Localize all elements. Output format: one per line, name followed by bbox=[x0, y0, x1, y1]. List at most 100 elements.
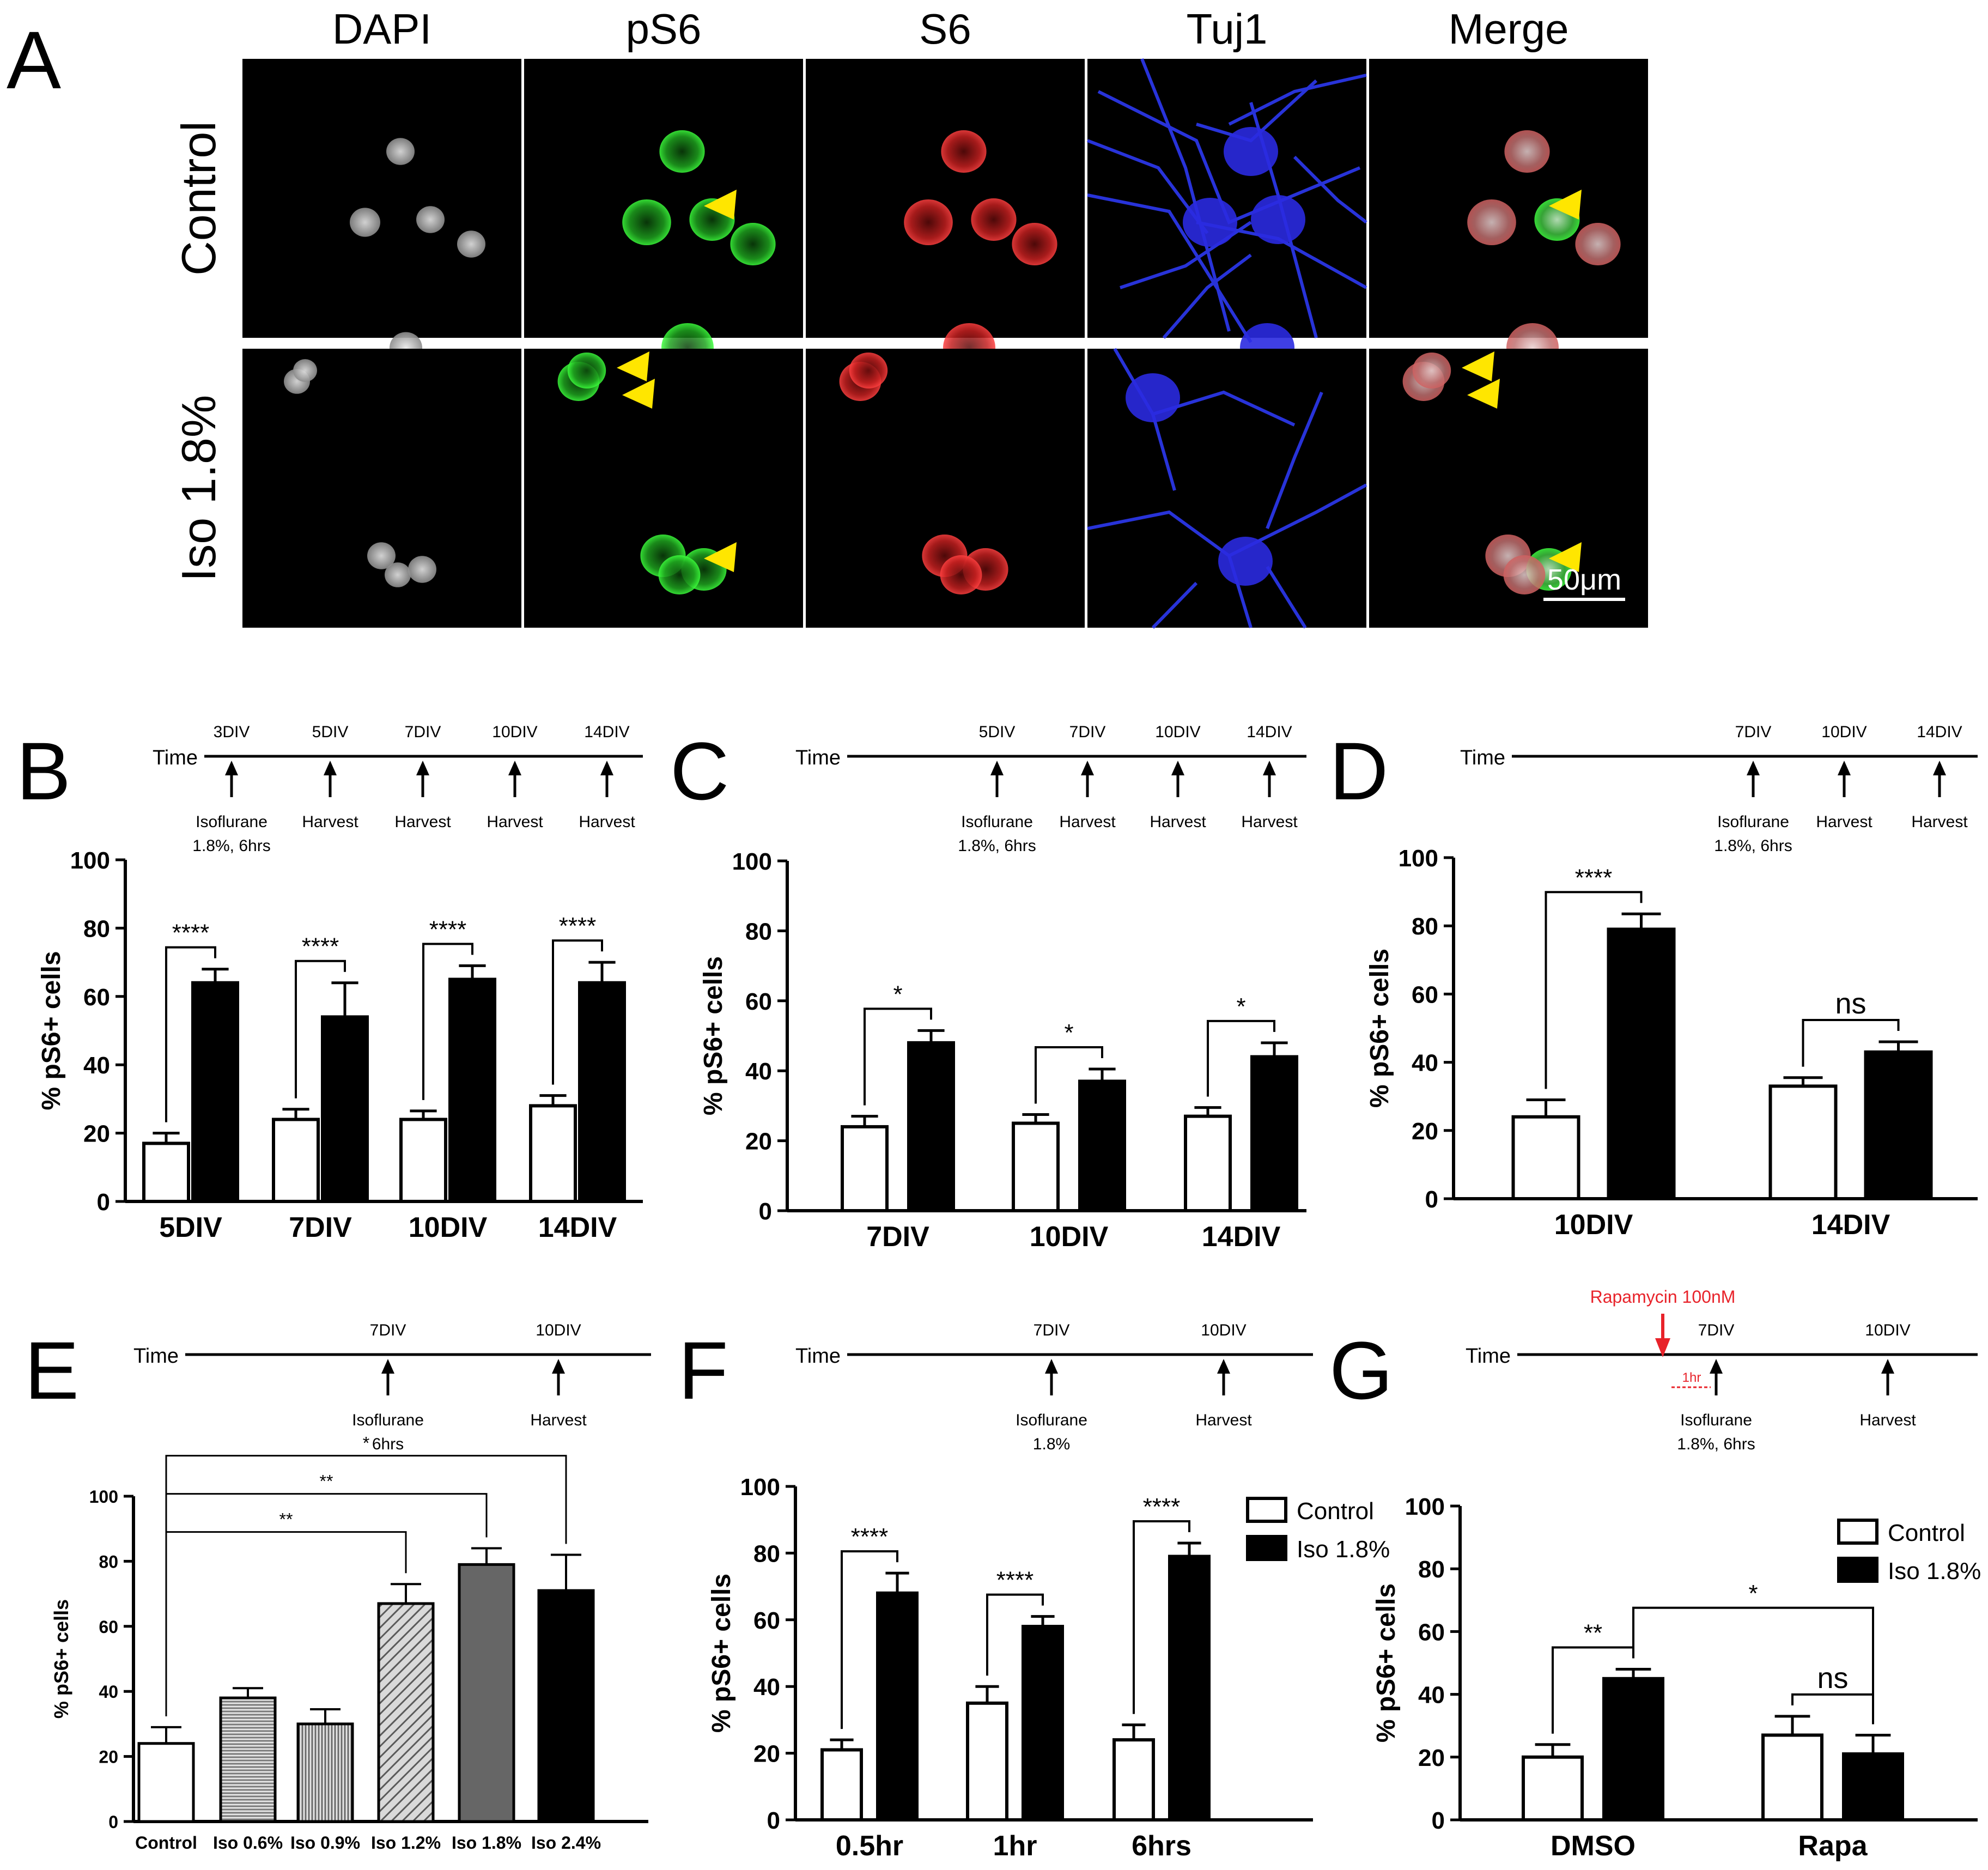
timeline-arrow-head bbox=[1933, 761, 1946, 775]
cell-body bbox=[567, 353, 606, 388]
y-tick-label: 40 bbox=[99, 1682, 118, 1702]
bar-iso bbox=[907, 1041, 955, 1212]
timeline-mark: 7DIV bbox=[1033, 1321, 1070, 1339]
y-tick-label: 80 bbox=[99, 1552, 118, 1571]
legend-label-control: Control bbox=[1888, 1520, 1965, 1546]
significance-label: ns bbox=[1835, 987, 1866, 1020]
y-tick-label: 40 bbox=[745, 1058, 772, 1085]
arrowhead-marker bbox=[704, 190, 737, 220]
significance-bracket bbox=[841, 1550, 898, 1729]
tuj1-neurite bbox=[1097, 90, 1361, 224]
legend-label-iso: Iso 1.8% bbox=[1888, 1558, 1981, 1584]
significance-label: **** bbox=[996, 1567, 1034, 1594]
y-tick-label: 60 bbox=[1412, 981, 1438, 1008]
timeline-arrow-head bbox=[552, 1359, 565, 1374]
bar-control bbox=[966, 1701, 1008, 1822]
x-tick-label: Iso 0.9% bbox=[290, 1833, 360, 1853]
timeline-event: 6hrs bbox=[372, 1435, 404, 1453]
cell-body bbox=[367, 542, 396, 569]
cell-body bbox=[1412, 353, 1451, 388]
tuj1-cell-body bbox=[1218, 537, 1273, 586]
x-tick-label: Iso 2.4% bbox=[531, 1833, 601, 1853]
significance-label: **** bbox=[172, 920, 210, 946]
significance-label: * bbox=[1064, 1019, 1073, 1046]
significance-label: **** bbox=[1575, 864, 1613, 891]
timeline-label: Time bbox=[133, 1345, 179, 1368]
cell-body bbox=[416, 206, 445, 233]
y-tick-label: 0 bbox=[1425, 1186, 1438, 1213]
significance-bracket bbox=[864, 1007, 932, 1106]
x-tick-label: Iso 1.2% bbox=[371, 1833, 441, 1853]
timeline-event: Harvest bbox=[1059, 813, 1116, 831]
treatment-arrow-head bbox=[1655, 1338, 1670, 1357]
significance-label: ** bbox=[279, 1510, 293, 1529]
micrograph-column-label: pS6 bbox=[626, 5, 702, 53]
y-tick-label: 60 bbox=[99, 1617, 118, 1637]
timeline-mark: 14DIV bbox=[1917, 723, 1962, 741]
chart-f: 0 20 40 60 80 100 % pS6+ cells 0.5hr 1hr 6hrs ****… bbox=[707, 1474, 1390, 1862]
arrowhead-marker bbox=[617, 351, 649, 381]
cell-body bbox=[622, 199, 671, 245]
bar-control bbox=[399, 1118, 447, 1204]
timeline-event: 1.8% bbox=[1033, 1435, 1070, 1453]
micrograph-column-label: DAPI bbox=[332, 5, 431, 53]
cell-body bbox=[385, 562, 411, 587]
tuj1-neurite bbox=[1293, 155, 1367, 224]
bar-control bbox=[820, 1748, 863, 1822]
timeline-arrow-head bbox=[225, 761, 238, 775]
bar-control bbox=[1761, 1733, 1823, 1822]
significance-label: ** bbox=[1584, 1620, 1602, 1647]
x-tick-label: 14DIV bbox=[1811, 1209, 1890, 1241]
bar bbox=[219, 1696, 277, 1823]
tuj1-neurite bbox=[1087, 193, 1253, 343]
legend-swatch-control bbox=[1837, 1519, 1878, 1545]
y-tick-label: 100 bbox=[89, 1487, 118, 1507]
timeline-mark: 7DIV bbox=[405, 723, 441, 741]
y-tick-label: 80 bbox=[753, 1540, 780, 1567]
significance-bracket bbox=[165, 1531, 407, 1716]
tuj1-cell-body bbox=[1126, 373, 1180, 422]
significance-bracket bbox=[1207, 1019, 1275, 1097]
cell-body bbox=[730, 223, 776, 265]
timeline-event: Isoflurane bbox=[1680, 1411, 1752, 1429]
timeline-event: Harvest bbox=[1859, 1411, 1916, 1429]
timeline-mark: 14DIV bbox=[1247, 723, 1292, 741]
timeline-label: Time bbox=[1466, 1345, 1511, 1368]
x-tick-label: 10DIV bbox=[1030, 1221, 1109, 1253]
micrograph-row-label: Control bbox=[172, 121, 226, 276]
significance-bracket bbox=[165, 1455, 567, 1716]
significance-label: **** bbox=[429, 916, 467, 943]
y-tick-label: 60 bbox=[753, 1607, 780, 1634]
bar bbox=[377, 1602, 435, 1823]
significance-bracket bbox=[165, 946, 216, 1122]
x-tick-label: Control bbox=[135, 1833, 197, 1853]
scale-bar-label: 50μm bbox=[1547, 563, 1621, 596]
timeline-event: Harvest bbox=[1816, 813, 1873, 831]
bar-iso bbox=[321, 1015, 369, 1204]
tuj1-neurites bbox=[1087, 348, 1367, 629]
timeline-arrow-head bbox=[1710, 1359, 1723, 1374]
tuj1-cell-body bbox=[1251, 195, 1305, 244]
timeline-mark: 5DIV bbox=[979, 723, 1016, 741]
timeline-event: Isoflurane bbox=[196, 813, 268, 831]
cell-body bbox=[659, 130, 705, 173]
cell-body bbox=[941, 130, 987, 173]
cell-body bbox=[658, 555, 701, 594]
cell-body bbox=[386, 138, 415, 165]
significance-label: * bbox=[893, 981, 902, 1007]
tuj1-neurite bbox=[1087, 510, 1230, 557]
timeline-mark: 10DIV bbox=[1155, 723, 1200, 741]
chart-c: 0 20 40 60 80 100 % pS6+ cells 7DIV 10DIV 14DIV * *… bbox=[699, 848, 1306, 1253]
legend-label-control: Control bbox=[1297, 1498, 1374, 1525]
timeline-event: Isoflurane bbox=[1717, 813, 1789, 831]
y-axis-label: % pS6+ cells bbox=[1372, 1583, 1401, 1742]
timeline-e: Time 7DIV Isoflurane 6hrs 10DIV Harvest bbox=[133, 1321, 651, 1453]
significance-bracket bbox=[295, 960, 346, 1098]
chart-b: 0 20 40 60 80 100 % pS6+ cells 5DIV 7DIV 10DIV 14D… bbox=[37, 847, 643, 1243]
timeline-mark: 14DIV bbox=[584, 723, 629, 741]
panel-letter-g: G bbox=[1329, 1325, 1393, 1416]
timeline-mark: 3DIV bbox=[214, 723, 250, 741]
micrograph-panel: DAPI pS6 S6 Tuj1 Merge Control Iso 1.8% 50μm bbox=[172, 5, 1648, 629]
timeline-g: Time 7DIV Isoflurane 1.8%, 6hrs 10DIV Harvest… bbox=[1466, 1287, 1978, 1453]
